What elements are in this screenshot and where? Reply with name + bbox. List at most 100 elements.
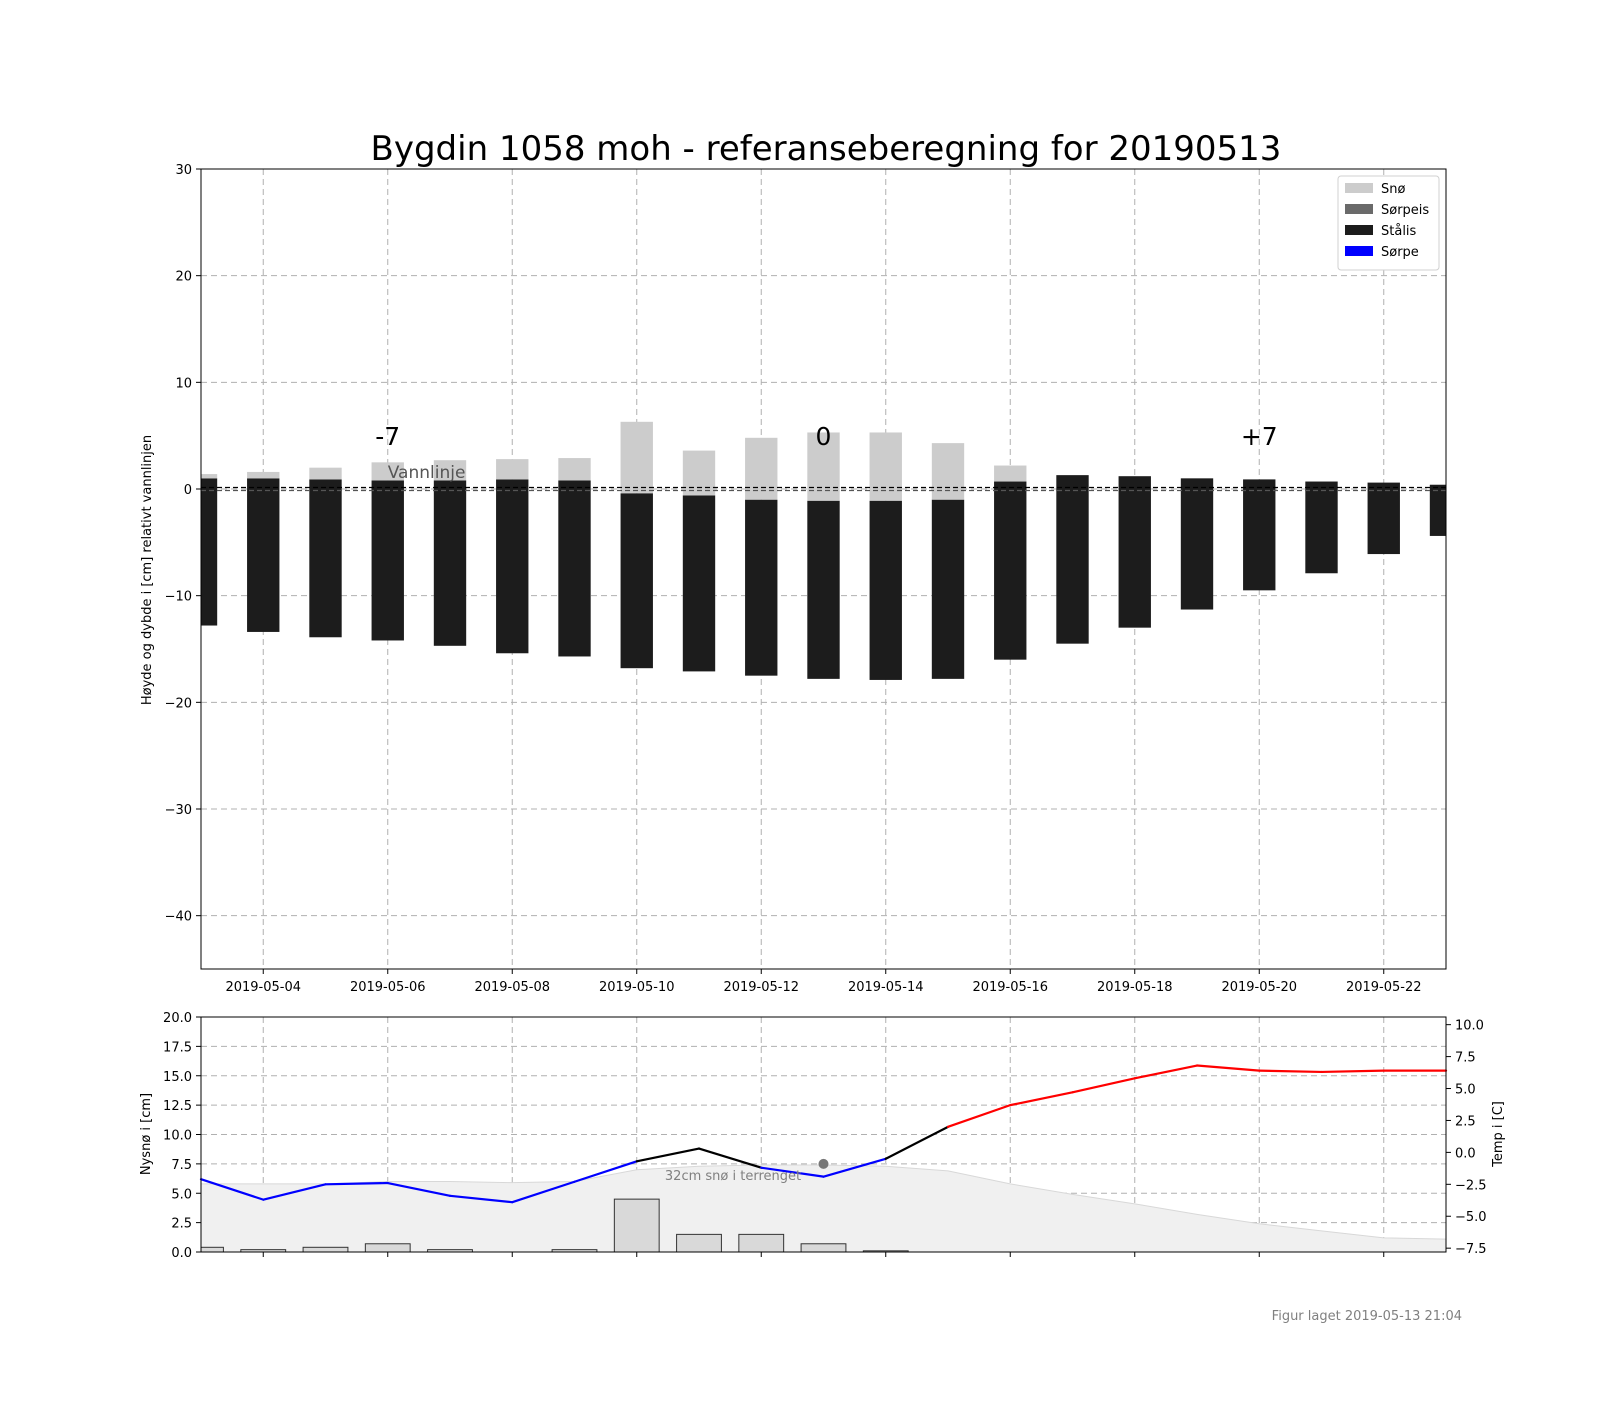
chart-title: Bygdin 1058 moh - referanseberegning for…: [371, 129, 1282, 169]
steel-ice-bar: [931, 499, 965, 679]
snow-bar: [620, 421, 653, 494]
day-marker-label: +7: [1241, 422, 1278, 451]
steel-ice-bar: [1056, 475, 1089, 644]
temperature-line-segment: [1258, 1069, 1323, 1074]
main-xtick-label: 2019-05-14: [848, 980, 924, 995]
snow-bar: [807, 432, 840, 501]
sub-ylabel-right: Temp i [C]: [1491, 1101, 1506, 1168]
temperature-line-segment: [760, 1166, 825, 1178]
steel-ice-bar: [558, 480, 591, 657]
main-xtick-label: 2019-05-16: [972, 980, 1048, 995]
main-ytick-label: 0: [184, 483, 192, 498]
sub-ytick-label: 0.0: [171, 1246, 192, 1261]
sub-ytick-label: 5.0: [171, 1187, 192, 1202]
main-xtick-label: 2019-05-06: [350, 980, 426, 995]
snow-bar: [558, 458, 591, 481]
steel-ice-bar: [309, 479, 342, 638]
new-snow-bar: [302, 1246, 349, 1253]
legend-swatch: [1345, 183, 1373, 193]
temperature-line-segment: [1195, 1064, 1261, 1072]
temperature-line-segment: [262, 1183, 327, 1201]
main-xtick-label: 2019-05-22: [1346, 980, 1422, 995]
main-xtick-label: 2019-05-10: [599, 980, 675, 995]
main-ytick-label: −40: [165, 910, 192, 925]
sub-ytick-label: 17.5: [163, 1040, 192, 1055]
snow-bar: [371, 462, 404, 481]
temperature-line-segment: [199, 1178, 265, 1201]
sub-ytick-label: 12.5: [163, 1099, 192, 1114]
temperature-line-segment: [1071, 1077, 1136, 1094]
main-xtick-label: 2019-05-20: [1221, 980, 1297, 995]
sub-axes-frame: [200, 1016, 1447, 1253]
legend-label: Sørpeis: [1381, 203, 1429, 218]
terrain-snow-label: 32cm snø i terrenget: [665, 1169, 801, 1184]
steel-ice-bar: [994, 481, 1027, 660]
day-marker-label: 0: [816, 422, 832, 451]
steel-ice-bar: [1429, 484, 1446, 536]
terrain-snow-area: [200, 1164, 1447, 1253]
main-xtick-label: 2019-05-12: [723, 980, 799, 995]
temperature-line-segment: [324, 1181, 389, 1186]
steel-ice-bar: [682, 495, 716, 672]
main-ylabel: Høyde og dybde i [cm] relativt vannlinje…: [140, 435, 155, 705]
steel-ice-bar: [433, 480, 467, 646]
temperature-line-segment: [635, 1147, 701, 1163]
footer-timestamp: Figur laget 2019-05-13 21:04: [1272, 1309, 1462, 1324]
snow-bar: [309, 467, 342, 480]
new-snow-bar: [676, 1233, 722, 1253]
main-ytick-label: 30: [175, 163, 192, 178]
day-marker-label: -7: [375, 422, 400, 451]
main-ytick-label: 20: [175, 270, 192, 285]
sub-right-ytick-label: 2.5: [1455, 1114, 1476, 1129]
sub-right-ytick-label: −5.0: [1455, 1210, 1487, 1225]
main-xtick-label: 2019-05-04: [225, 980, 301, 995]
new-snow-bar: [200, 1246, 224, 1253]
steel-ice-bar: [496, 479, 529, 654]
main-xtick-label: 2019-05-18: [1097, 980, 1173, 995]
sub-ytick-label: 2.5: [171, 1217, 192, 1232]
steel-ice-bar: [869, 500, 902, 680]
sub-right-ytick-label: −7.5: [1455, 1242, 1487, 1257]
snow-bar: [994, 465, 1027, 482]
temperature-line-segment: [946, 1104, 1012, 1128]
sub-right-ytick-label: 5.0: [1455, 1083, 1476, 1098]
legend-label: Snø: [1381, 182, 1405, 197]
snow-bar: [496, 459, 529, 480]
new-snow-bar: [613, 1198, 660, 1253]
steel-ice-bar: [201, 478, 218, 626]
temperature-line-segment: [822, 1157, 887, 1178]
steel-ice-bar: [1180, 478, 1214, 610]
new-snow-bar: [738, 1233, 785, 1253]
steel-ice-bar: [247, 478, 280, 632]
snow-bar: [869, 432, 902, 501]
steel-ice-bar: [371, 480, 404, 641]
sub-ytick-label: 15.0: [163, 1070, 192, 1085]
steel-ice-bar: [745, 499, 778, 676]
new-snow-bar: [364, 1243, 411, 1253]
reference-point: [818, 1158, 829, 1169]
sub-ytick-label: 10.0: [163, 1129, 192, 1144]
new-snow-bar: [800, 1243, 847, 1253]
sub-ytick-label: 20.0: [163, 1011, 192, 1026]
steel-ice-bar: [1367, 482, 1400, 555]
temperature-line-segment: [884, 1125, 950, 1160]
legend-label: Sørpe: [1381, 245, 1419, 260]
temperature-line-segment: [573, 1160, 638, 1183]
legend: Snø Sørpeis Stålis Sørpe: [1337, 175, 1440, 271]
legend-swatch: [1345, 204, 1373, 214]
main-axes-frame: [200, 168, 1447, 970]
legend-swatch: [1345, 225, 1373, 235]
snow-bar: [247, 471, 280, 479]
main-ytick-label: 10: [175, 376, 192, 391]
steel-ice-bar: [807, 500, 840, 679]
sub-right-ytick-label: −2.5: [1455, 1178, 1487, 1193]
temperature-line-segment: [1133, 1064, 1199, 1080]
snow-bar: [201, 474, 218, 479]
temperature-line-segment: [448, 1194, 514, 1204]
steel-ice-bar: [1118, 476, 1151, 628]
main-xtick-label: 2019-05-08: [474, 980, 550, 995]
sub-right-ytick-label: 7.5: [1455, 1051, 1476, 1066]
snow-bar: [433, 460, 467, 481]
